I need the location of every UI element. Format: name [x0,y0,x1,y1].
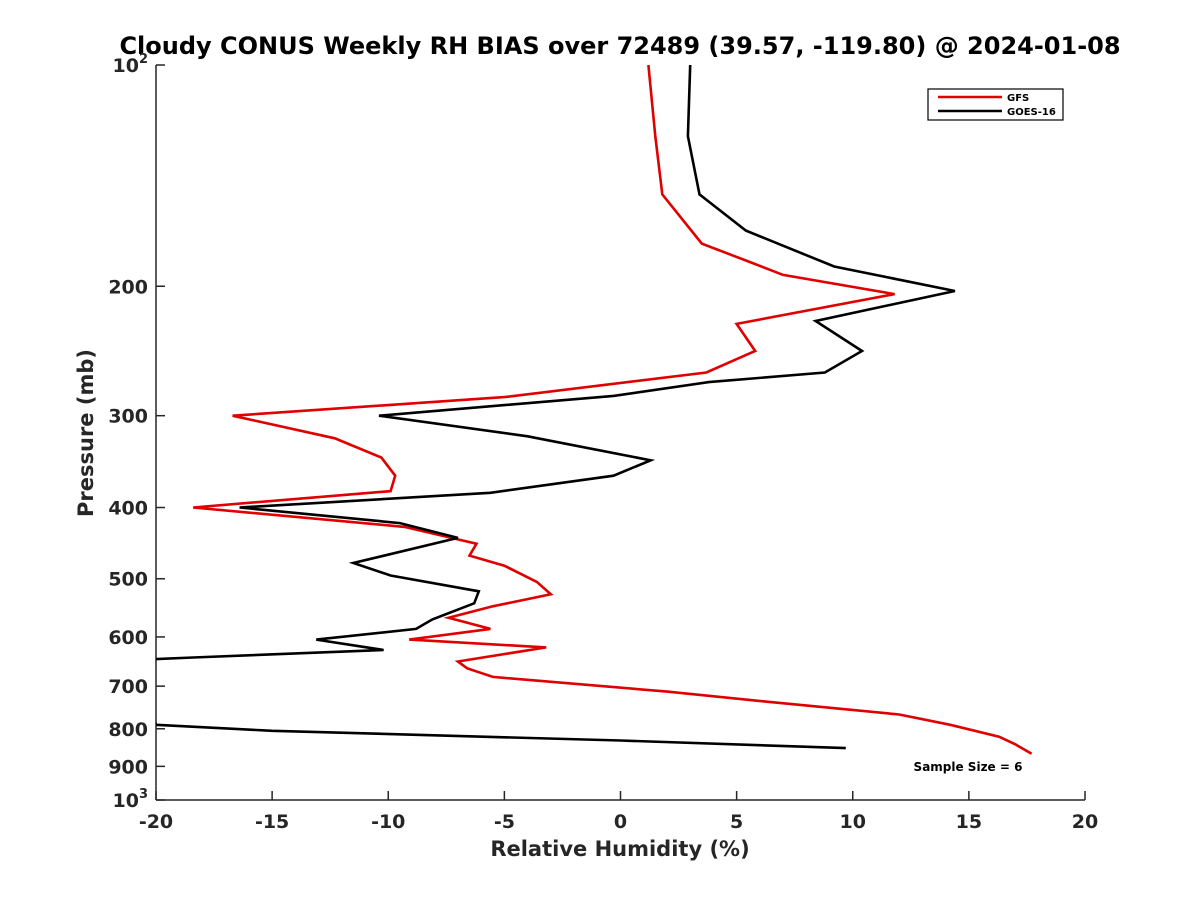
y-tick-label: 300 [108,406,148,428]
x-tick-label: 0 [614,811,627,833]
y-axis-label: Pressure (mb) [74,349,98,517]
y-tick-label: 600 [108,627,148,649]
series-line-goes-16 [156,65,956,750]
series-line-gfs [193,65,1033,755]
plot-area: -20 -15 -10 -5 0 5 10 15 20102200300400500600700… [108,52,1098,833]
y-tick-label: 500 [108,569,148,591]
x-tick-label: -15 [255,811,289,833]
x-tick-label: 15 [956,811,982,833]
legend: GFS GOES-16 [927,88,1064,121]
legend-box [927,88,1064,121]
y-tick-label: 400 [108,498,148,520]
x-tick-label: 10 [840,811,866,833]
y-tick-label: 800 [108,719,148,741]
x-tick-label: -10 [371,811,405,833]
y-tick-label: 900 [108,756,148,778]
y-tick-label: 200 [108,276,148,298]
chart-title: Cloudy CONUS Weekly RH BIAS over 72489 (… [119,32,1120,60]
x-tick-label: -20 [139,811,173,833]
x-axis-label: Relative Humidity (%) [490,837,749,861]
y-tick-label: 700 [108,676,148,698]
sample-size-annotation: Sample Size = 6 [914,760,1023,774]
x-tick-label: -5 [494,811,515,833]
legend-label-gfs: GFS [1007,93,1029,104]
legend-label-goes16: GOES-16 [1007,107,1056,118]
x-tick-label: 20 [1072,811,1098,833]
x-tick-label: 5 [730,811,743,833]
